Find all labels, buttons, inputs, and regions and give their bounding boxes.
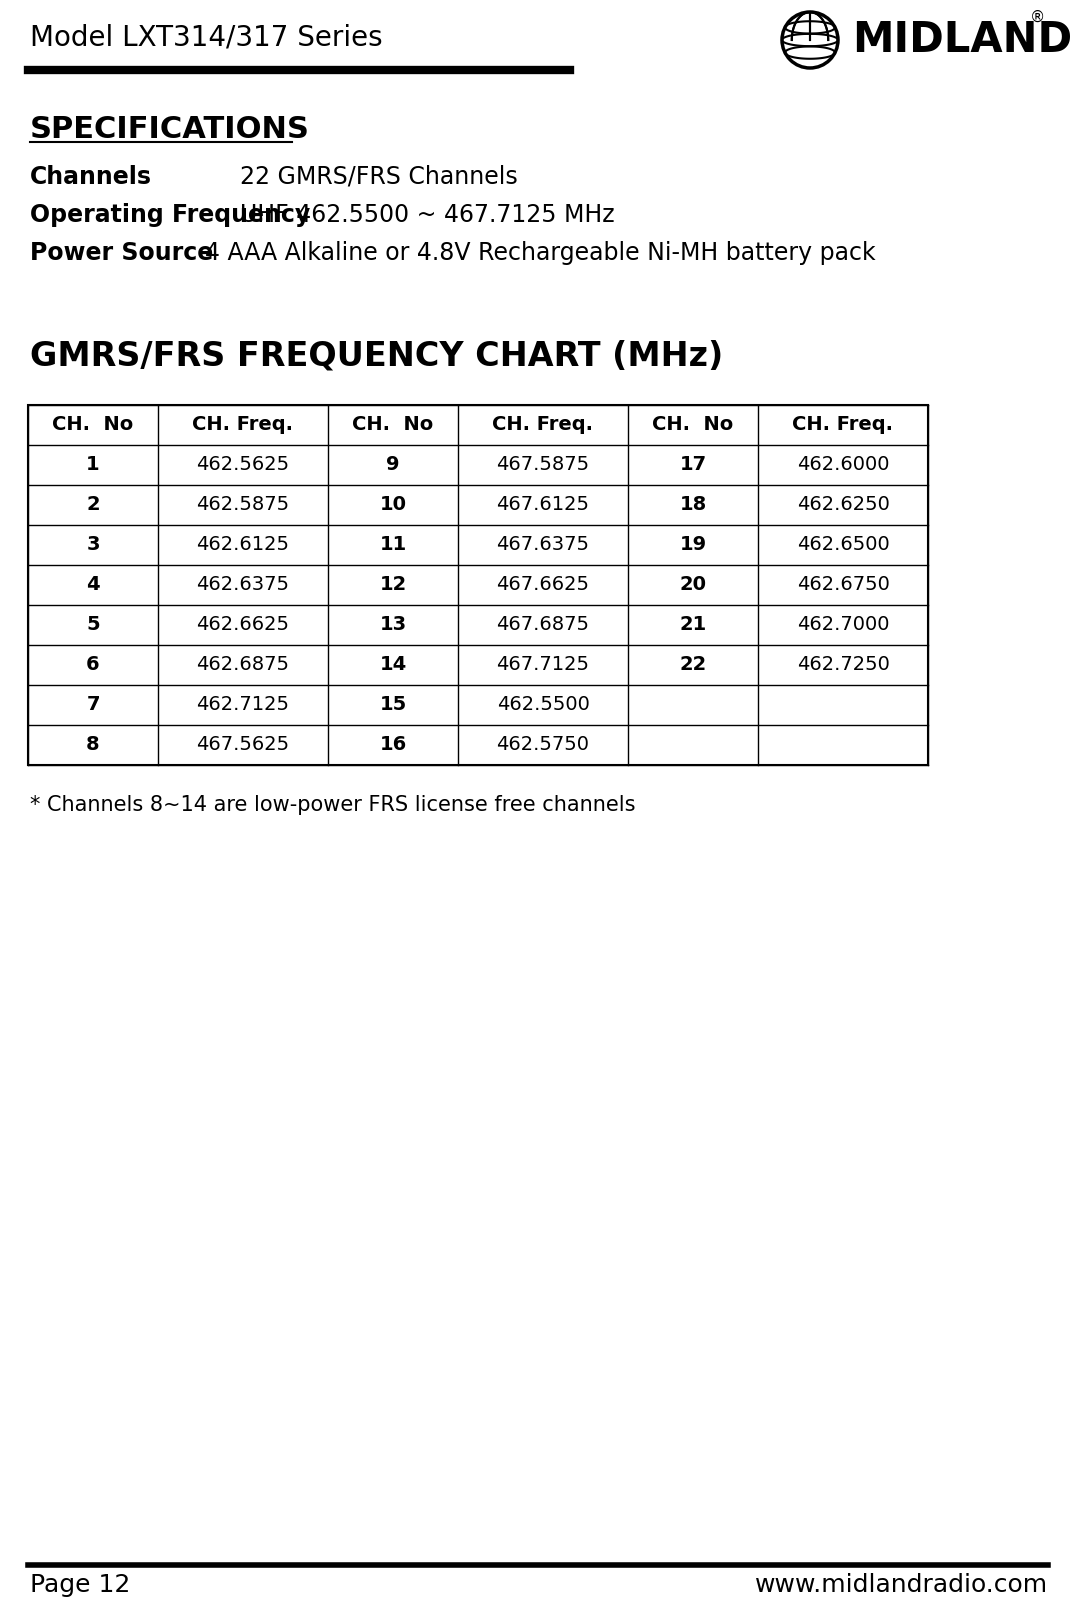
Text: 462.7125: 462.7125	[197, 695, 289, 714]
Text: 4 AAA Alkaline or 4.8V Rechargeable Ni-MH battery pack: 4 AAA Alkaline or 4.8V Rechargeable Ni-M…	[206, 240, 876, 264]
Text: 462.7250: 462.7250	[796, 655, 890, 674]
Text: 462.6625: 462.6625	[197, 615, 289, 634]
Text: SPECIFICATIONS: SPECIFICATIONS	[30, 115, 310, 144]
Text: 462.7000: 462.7000	[796, 615, 889, 634]
Text: * Channels 8~14 are low-power FRS license free channels: * Channels 8~14 are low-power FRS licens…	[30, 795, 636, 815]
Text: 10: 10	[380, 495, 407, 514]
Text: 9: 9	[386, 455, 400, 474]
Text: 3: 3	[86, 535, 100, 554]
Text: 18: 18	[679, 495, 707, 514]
Text: 462.6250: 462.6250	[796, 495, 890, 514]
Text: 13: 13	[380, 615, 407, 634]
Text: 462.5625: 462.5625	[197, 455, 289, 474]
Text: Power Source: Power Source	[30, 240, 213, 264]
Text: 5: 5	[86, 615, 100, 634]
Text: 21: 21	[679, 615, 707, 634]
Text: 467.6375: 467.6375	[496, 535, 590, 554]
Text: 6: 6	[86, 655, 100, 674]
Text: 12: 12	[380, 575, 407, 594]
Text: 462.6375: 462.6375	[197, 575, 289, 594]
Text: UHF 462.5500 ~ 467.7125 MHz: UHF 462.5500 ~ 467.7125 MHz	[240, 203, 614, 227]
Text: 8: 8	[86, 735, 100, 755]
Text: MIDLAND: MIDLAND	[852, 19, 1072, 61]
Text: CH. Freq.: CH. Freq.	[193, 415, 294, 434]
Text: 7: 7	[86, 695, 100, 714]
Text: 467.6625: 467.6625	[496, 575, 590, 594]
Text: 11: 11	[380, 535, 407, 554]
Bar	[28, 405, 928, 766]
Text: CH. Freq.: CH. Freq.	[793, 415, 893, 434]
Text: 462.6125: 462.6125	[197, 535, 289, 554]
Text: CH.  No: CH. No	[652, 415, 734, 434]
Text: CH.  No: CH. No	[352, 415, 434, 434]
Text: GMRS/FRS FREQUENCY CHART (MHz): GMRS/FRS FREQUENCY CHART (MHz)	[30, 340, 723, 373]
Text: www.midlandradio.com: www.midlandradio.com	[755, 1573, 1048, 1597]
Text: 15: 15	[380, 695, 407, 714]
Text: 14: 14	[380, 655, 407, 674]
Text: 20: 20	[680, 575, 707, 594]
Text: Channels: Channels	[30, 165, 152, 189]
Text: 462.5750: 462.5750	[496, 735, 590, 755]
Text: 467.5875: 467.5875	[496, 455, 590, 474]
Text: 1: 1	[86, 455, 100, 474]
Text: Operating Frequency: Operating Frequency	[30, 203, 310, 227]
Text: 462.5500: 462.5500	[496, 695, 590, 714]
Text: 4: 4	[86, 575, 100, 594]
Text: 22 GMRS/FRS Channels: 22 GMRS/FRS Channels	[240, 165, 518, 189]
Text: 462.5875: 462.5875	[197, 495, 289, 514]
Text: Page 12: Page 12	[30, 1573, 130, 1597]
Text: 467.7125: 467.7125	[496, 655, 590, 674]
Text: 467.6125: 467.6125	[496, 495, 590, 514]
Text: 17: 17	[679, 455, 707, 474]
Text: 16: 16	[380, 735, 407, 755]
Text: 462.6500: 462.6500	[796, 535, 890, 554]
Text: 462.6000: 462.6000	[796, 455, 889, 474]
Text: 467.6875: 467.6875	[496, 615, 590, 634]
Text: 467.5625: 467.5625	[197, 735, 289, 755]
Text: CH. Freq.: CH. Freq.	[493, 415, 594, 434]
Text: 462.6750: 462.6750	[796, 575, 890, 594]
Text: CH.  No: CH. No	[53, 415, 133, 434]
Text: 462.6875: 462.6875	[197, 655, 289, 674]
Text: 22: 22	[679, 655, 707, 674]
Text: ®: ®	[1030, 10, 1045, 26]
Text: 2: 2	[86, 495, 100, 514]
Text: 19: 19	[679, 535, 707, 554]
Text: Model LXT314/317 Series: Model LXT314/317 Series	[30, 24, 383, 51]
